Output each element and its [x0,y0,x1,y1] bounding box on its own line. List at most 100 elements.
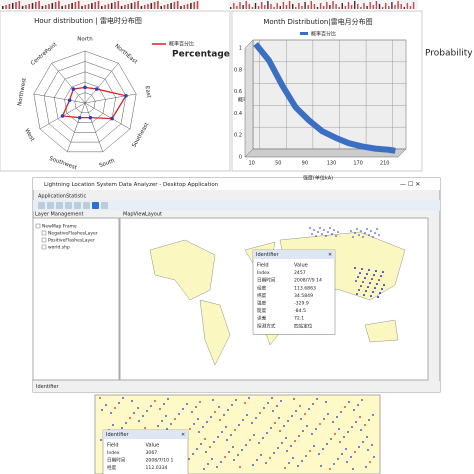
flash-dot [233,459,235,461]
flash-dot [346,461,348,463]
field-cell: 探测方式 [257,322,276,329]
flash-dot [356,228,358,230]
toolbar-button[interactable] [38,202,45,209]
flash-dot [335,235,337,237]
flash-dot [309,450,311,452]
strip-bg [228,0,418,9]
flash-dot [101,409,103,411]
window-controls[interactable]: — ☐ ✕ [400,181,420,188]
flash-dot [340,411,342,413]
strip-bar [400,4,402,9]
flash-dot [380,275,382,277]
toolbar-button[interactable] [56,202,63,209]
flash-dot [302,430,304,432]
flash-dot [315,235,317,237]
flash-dot [295,410,297,412]
strip-bar [2,6,4,9]
flash-dot [306,425,308,427]
flash-dot [165,415,167,417]
field-cell: 日期时间 [107,457,126,464]
strip-bar [64,5,67,9]
flash-dot [219,419,221,421]
flash-dot [359,272,361,274]
popup-close[interactable]: ✕ [181,432,185,438]
flash-dot [333,463,335,465]
flash-dot [368,234,370,236]
strip-bar [257,6,260,9]
layer-name[interactable]: NewMap Frame [42,224,77,230]
flash-dot [167,398,169,400]
menu-item[interactable]: Statistic [66,194,87,200]
layer-name[interactable]: PositiveFlashesLayer [48,238,95,244]
flash-dot [216,466,218,468]
flash-dot [258,442,260,444]
popup-title: Identifier [256,252,279,258]
y-tick-label: 0.6 [234,89,242,95]
strip-bar [137,1,139,9]
flash-dot [245,444,247,446]
strip-bar [236,6,238,9]
flash-dot [242,419,244,421]
flash-dot [356,293,358,295]
x-tick-label: 10 [248,161,254,167]
menu-item[interactable]: Application [38,194,66,200]
flash-dot [231,404,233,406]
flash-dot [211,458,213,460]
flash-dot [377,296,379,298]
flash-dot [266,432,268,434]
flash-dot [189,428,191,430]
flash-dot [329,468,331,470]
flash-dot [370,230,372,232]
strip-bar [68,4,70,9]
flash-dot [178,413,180,415]
flash-dot [364,232,366,234]
strip-bar [276,3,278,9]
layer-name[interactable]: world.shp [48,245,70,251]
strip-bar [261,2,263,9]
field-cell: 日期时间 [257,277,276,284]
strip-bar [326,2,328,9]
legend-label: 概率百分比 [169,41,194,48]
x-tick-label: 170 [353,161,363,167]
flash-dot [114,407,116,409]
strip-bar [372,5,374,9]
flash-dot [112,424,114,426]
toolbar-button[interactable] [74,202,81,209]
layer-checkbox[interactable] [41,244,47,250]
flash-dot [191,411,193,413]
flash-dot [367,449,369,451]
layer-checkbox[interactable] [41,230,47,236]
layer-checkbox[interactable] [35,223,41,229]
flash-dot [214,411,216,413]
layer-checkbox[interactable] [41,237,47,243]
map-tab[interactable]: Layout [145,212,162,218]
radar-point [71,87,76,91]
toolbar-button[interactable] [83,202,90,209]
flash-dot [99,397,101,399]
x-tick-label: 210 [380,161,390,167]
y-tick-label: 1 [239,46,242,52]
strip-bar [295,7,297,9]
popup-title-bar [253,250,335,259]
flash-dot [210,416,212,418]
flash-dot [378,279,380,281]
strip-bar [91,3,93,9]
flash-dot [357,276,359,278]
toolbar-button[interactable] [65,202,72,209]
toolbar-button[interactable] [47,202,54,209]
flash-dot [313,229,315,231]
map-tab[interactable]: MapView [123,212,145,218]
flash-dot [308,408,310,410]
strip-bar [94,2,96,9]
field-cell: 强度 [257,300,267,307]
value-cell: 34.5849 [294,293,313,299]
popup-close[interactable]: ✕ [328,252,332,258]
strip-bar [366,6,368,9]
toolbar-button[interactable] [92,202,99,209]
strip-bar [163,5,166,9]
status-bar [33,381,440,392]
toolbar-button[interactable] [101,202,108,209]
layer-name[interactable]: NegativeFlashesLayer [48,231,98,237]
flash-dot [271,397,273,399]
strip-bar [114,2,116,9]
